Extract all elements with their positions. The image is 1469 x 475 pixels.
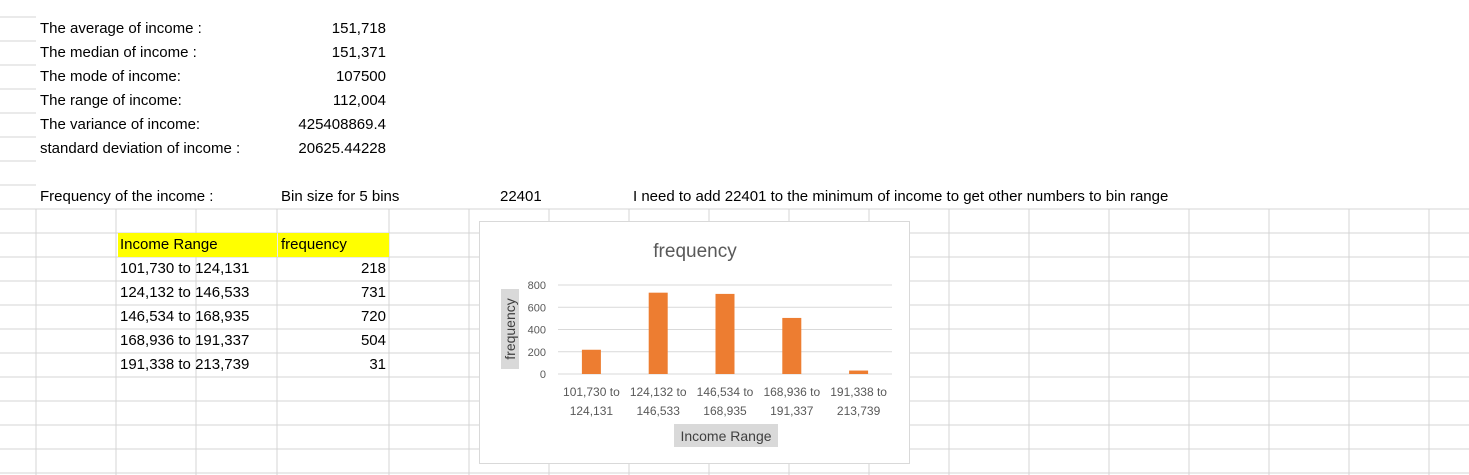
table-cell-frequency[interactable]: 504 <box>278 329 386 353</box>
stat-label[interactable]: The mode of income: <box>40 65 181 89</box>
table-header-frequency[interactable]: frequency <box>278 233 389 257</box>
x-tick-label: 146,534 to <box>697 385 754 399</box>
stat-value[interactable]: 107500 <box>278 65 386 89</box>
y-tick-label: 0 <box>540 369 546 381</box>
table-cell-frequency[interactable]: 720 <box>278 305 386 329</box>
table-cell-range[interactable]: 168,936 to 191,337 <box>120 329 249 353</box>
x-tick-label: 101,730 to <box>563 385 620 399</box>
x-tick-label: 124,132 to <box>630 385 687 399</box>
stat-value[interactable]: 151,371 <box>278 41 386 65</box>
bin-size-value[interactable]: 22401 <box>500 185 542 209</box>
x-tick-label: 191,338 to <box>830 385 887 399</box>
table-cell-range[interactable]: 146,534 to 168,935 <box>120 305 249 329</box>
stat-label[interactable]: standard deviation of income : <box>40 137 240 161</box>
stat-value[interactable]: 20625.44228 <box>278 137 386 161</box>
y-axis-title: frequency <box>502 298 518 359</box>
stat-label[interactable]: The variance of income: <box>40 113 200 137</box>
x-axis-title: Income Range <box>680 428 771 444</box>
chart-title: frequency <box>653 241 737 262</box>
chart-bar <box>582 350 601 374</box>
chart-bar <box>649 293 668 374</box>
bin-size-label[interactable]: Bin size for 5 bins <box>281 185 399 209</box>
table-cell-range[interactable]: 124,132 to 146,533 <box>120 281 249 305</box>
chart-bar <box>849 371 868 374</box>
bin-note[interactable]: I need to add 22401 to the minimum of in… <box>633 185 1168 209</box>
y-tick-label: 200 <box>528 347 546 359</box>
x-tick-label: 168,936 to <box>763 385 820 399</box>
stat-label[interactable]: The range of income: <box>40 89 182 113</box>
stat-value[interactable]: 112,004 <box>278 89 386 113</box>
chart-bar <box>716 294 735 374</box>
table-cell-range[interactable]: 101,730 to 124,131 <box>120 257 249 281</box>
frequency-label[interactable]: Frequency of the income : <box>40 185 213 209</box>
table-cell-frequency[interactable]: 31 <box>278 353 386 377</box>
x-tick-label: 213,739 <box>837 404 881 418</box>
stat-value[interactable]: 425408869.4 <box>278 113 386 137</box>
chart-bar <box>782 318 801 374</box>
table-cell-range[interactable]: 191,338 to 213,739 <box>120 353 249 377</box>
frequency-chart[interactable]: frequency 0 200 400 600 800 frequency 101,730 t… <box>479 221 910 464</box>
stat-value[interactable]: 151,718 <box>278 17 386 41</box>
x-tick-label: 168,935 <box>703 404 747 418</box>
x-tick-label: 146,533 <box>637 404 681 418</box>
y-tick-label: 400 <box>528 325 546 337</box>
stat-label[interactable]: The median of income : <box>40 41 197 65</box>
table-header-income-range[interactable]: Income Range <box>118 233 277 257</box>
stat-label[interactable]: The average of income : <box>40 17 202 41</box>
y-tick-label: 600 <box>528 302 546 314</box>
table-cell-frequency[interactable]: 218 <box>278 257 386 281</box>
y-tick-label: 800 <box>528 280 546 292</box>
x-tick-label: 191,337 <box>770 404 814 418</box>
x-tick-label: 124,131 <box>570 404 614 418</box>
chart-canvas: frequency 0 200 400 600 800 frequency 101,730 t… <box>480 222 911 465</box>
table-cell-frequency[interactable]: 731 <box>278 281 386 305</box>
